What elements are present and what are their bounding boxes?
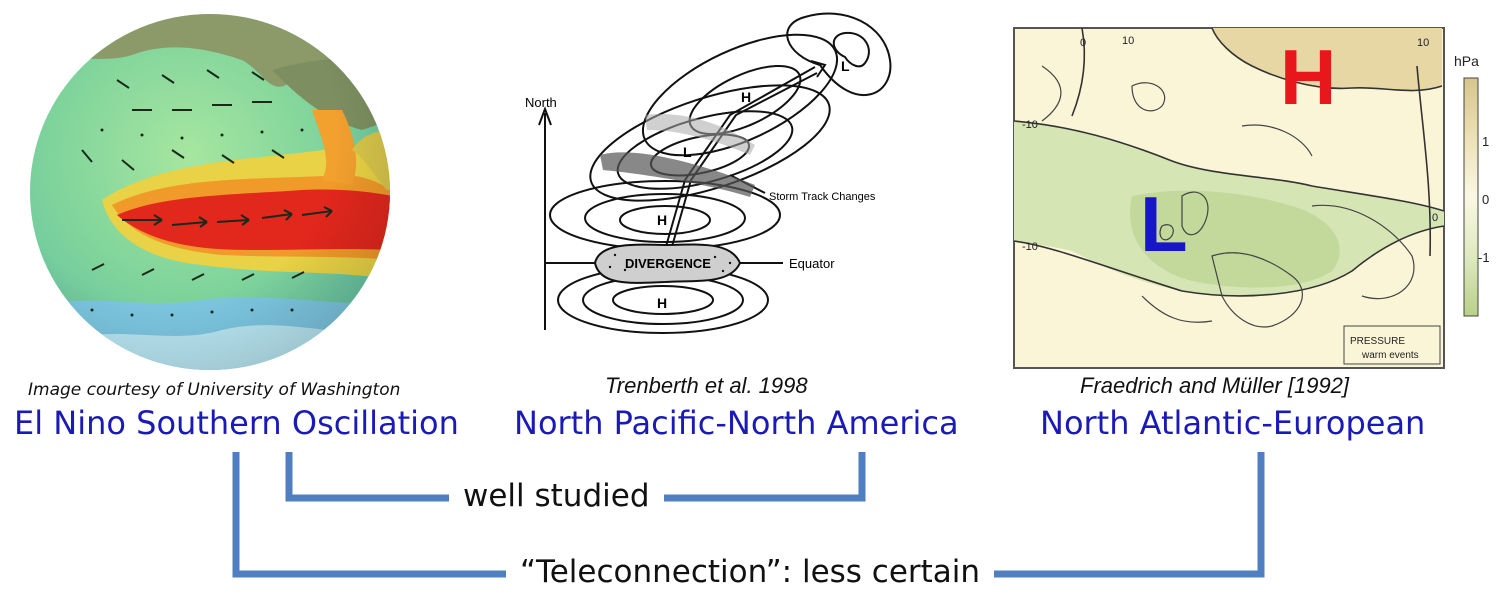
- label-well-studied: well studied: [449, 478, 664, 514]
- label-teleconnection: “Teleconnection”: less certain: [506, 554, 994, 590]
